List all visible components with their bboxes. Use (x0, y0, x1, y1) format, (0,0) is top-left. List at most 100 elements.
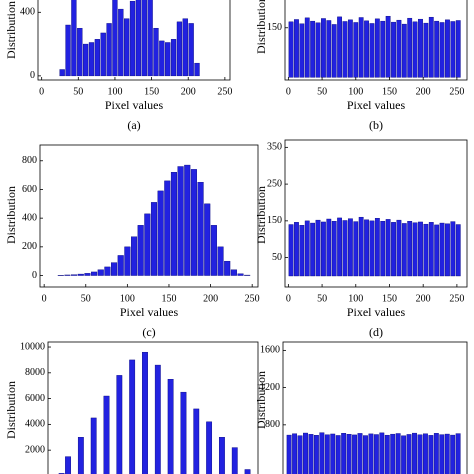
bar (347, 19, 353, 78)
axes-box (37, 0, 231, 81)
bar (353, 22, 359, 78)
panel: 150 0 50 100 150 200 250 Distribution Pixel valu… (254, 0, 468, 132)
y-tick-label: 50 (272, 252, 282, 263)
bar (401, 435, 407, 474)
bar (106, 23, 112, 77)
bar (237, 273, 244, 276)
bar (167, 379, 174, 474)
bar (88, 42, 95, 77)
bar (391, 222, 396, 277)
x-tick-label: 100 (348, 86, 363, 97)
bar (130, 236, 138, 276)
x-tick-label: 50 (317, 86, 327, 97)
bar (407, 221, 413, 277)
bar (124, 246, 131, 276)
bar (103, 395, 110, 474)
bar (204, 203, 211, 276)
bars (58, 351, 251, 474)
x-tick-label: 0 (286, 293, 291, 304)
bar (428, 16, 434, 78)
bar (342, 21, 348, 78)
bar (412, 222, 418, 277)
x-tick-label: 50 (81, 293, 91, 304)
bar (401, 223, 407, 277)
bar (141, 0, 147, 77)
y-tick-label: 6000 (25, 393, 45, 404)
bar (380, 20, 386, 78)
bar (224, 260, 231, 276)
bar (84, 273, 91, 276)
bar (177, 166, 184, 276)
bar (286, 434, 292, 474)
x-tick-label: 0 (42, 293, 47, 304)
y-tick-label: 1600 (260, 345, 280, 356)
bar (310, 222, 316, 277)
bar (194, 62, 200, 77)
bar (117, 255, 124, 276)
bar (144, 213, 151, 276)
bar (347, 218, 353, 277)
y-axis-label: Distribution (254, 371, 268, 429)
x-tick-label: 200 (181, 86, 196, 97)
bar (231, 447, 238, 474)
x-tick-label: 150 (382, 86, 397, 97)
bar (315, 22, 321, 78)
bar (150, 202, 158, 276)
y-tick-label: 800 (265, 419, 280, 430)
bars (288, 216, 461, 277)
bar (294, 19, 299, 78)
bar (341, 433, 347, 474)
bar (244, 469, 251, 474)
y-tick-label: 1200 (260, 382, 280, 393)
bar (455, 433, 461, 474)
bar (358, 216, 364, 277)
y-tick-label: 400 (20, 7, 35, 18)
bar (379, 432, 385, 474)
panel-label: (c) (142, 325, 155, 339)
bar (164, 180, 171, 276)
bar (337, 16, 342, 78)
x-tick-label: 250 (217, 86, 232, 97)
bar (406, 434, 412, 474)
y-axis-label: Distribution (254, 0, 268, 54)
bar (439, 22, 445, 78)
x-tick-label: 50 (317, 293, 327, 304)
panel-label: (d) (369, 325, 383, 339)
bar (445, 223, 450, 277)
bar (129, 0, 136, 77)
bar (104, 266, 111, 276)
bar (439, 434, 445, 474)
x-tick-label: 200 (416, 293, 431, 304)
panel: 0 400 0 50 100 150 200 250 Distribution Pixel val… (4, 0, 232, 132)
bar (368, 433, 374, 474)
y-tick-label: 0 (30, 70, 35, 81)
bar (428, 222, 434, 277)
y-tick-label: 400 (22, 212, 37, 223)
bars (288, 15, 461, 78)
x-tick-label: 100 (120, 293, 135, 304)
panel-label: (a) (127, 118, 140, 132)
bar (294, 222, 299, 277)
y-axis-label: Distribution (254, 186, 268, 244)
bar (124, 18, 130, 77)
x-tick-label: 150 (144, 86, 159, 97)
x-tick-label: 200 (416, 86, 431, 97)
bar (159, 40, 165, 77)
bar (137, 225, 144, 276)
bar (206, 421, 213, 474)
bar (94, 39, 100, 77)
bar (299, 225, 305, 277)
bar (330, 433, 336, 474)
bar (59, 69, 65, 77)
x-tick-label: 250 (449, 86, 464, 97)
y-axis-label: Distribution (4, 381, 18, 439)
y-tick-label: 8000 (25, 367, 45, 378)
bar (423, 433, 428, 474)
bar (65, 456, 71, 474)
bar (391, 21, 396, 78)
x-tick-label: 50 (73, 86, 83, 97)
bar (313, 435, 319, 474)
bar (423, 223, 429, 277)
bar (230, 269, 237, 276)
